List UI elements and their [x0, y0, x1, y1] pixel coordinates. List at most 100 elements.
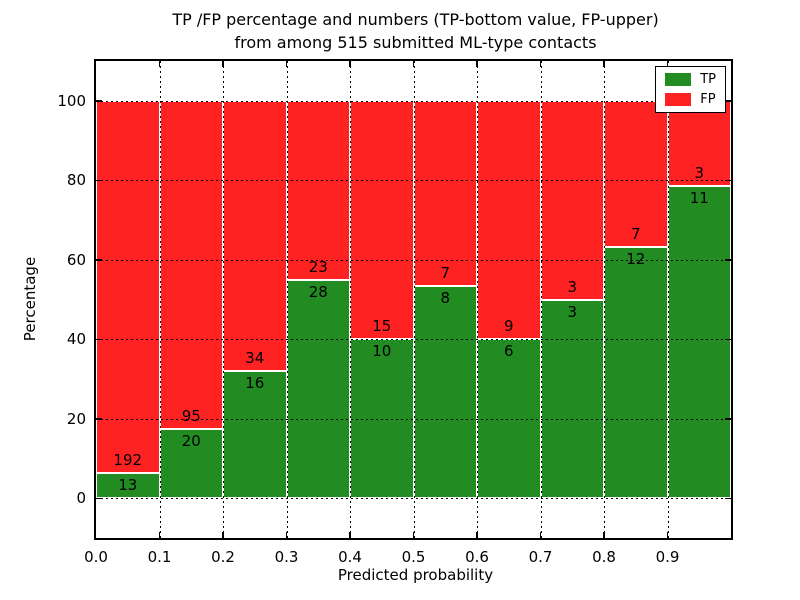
x-gridline — [667, 61, 669, 538]
bar-tp-count-label: 12 — [626, 250, 646, 269]
x-gridline — [159, 61, 161, 538]
y-tick-mark — [725, 100, 731, 102]
x-tick-mark — [603, 61, 605, 67]
legend-label-fp: FP — [700, 92, 716, 107]
bar-fp-count-label: 7 — [630, 225, 641, 244]
bar-tp-count-label: 6 — [503, 342, 514, 361]
x-tick-label: 0.2 — [211, 548, 235, 566]
x-tick-mark — [349, 61, 351, 67]
legend: TP FP — [655, 66, 726, 113]
y-tick-label: 40 — [66, 330, 86, 349]
y-tick-label: 60 — [66, 250, 86, 269]
bar-tp-segment — [96, 473, 160, 499]
x-gridline — [604, 61, 605, 538]
legend-label-tp: TP — [700, 72, 716, 87]
x-tick-mark — [285, 532, 288, 538]
x-tick-mark — [539, 61, 542, 67]
bar-fp-segment — [223, 100, 287, 372]
x-gridline — [413, 61, 415, 538]
x-tick-mark — [285, 61, 288, 67]
x-tick-label: 0.9 — [655, 548, 680, 566]
x-tick-mark — [412, 61, 415, 67]
bar-tp-count-label: 10 — [372, 342, 392, 361]
bar-tp-count-label: 3 — [567, 302, 578, 321]
x-axis-label: Predicted probability — [337, 566, 494, 584]
bar-tp-segment — [286, 280, 350, 499]
bar-fp-count-label: 7 — [440, 264, 451, 283]
bar-tp-segment — [604, 247, 668, 499]
y-tick-mark — [725, 179, 731, 181]
x-tick-mark — [539, 532, 542, 538]
x-tick-label: 0.4 — [338, 548, 362, 566]
y-tick-mark — [96, 338, 102, 340]
x-tick-label: 0.7 — [528, 548, 553, 566]
legend-entry-tp: TP — [665, 73, 716, 86]
bar-fp-segment — [604, 100, 668, 248]
x-gridline — [350, 61, 351, 538]
bar-tp-segment — [413, 286, 477, 499]
y-tick-mark — [96, 100, 102, 102]
y-tick-mark — [725, 338, 731, 340]
y-tick-mark — [725, 259, 731, 261]
y-tick-label: 100 — [57, 91, 86, 110]
bar-fp-segment — [286, 100, 350, 280]
x-gridline — [286, 61, 288, 538]
x-tick-mark — [158, 532, 161, 538]
bar-fp-count-label: 3 — [694, 163, 705, 182]
bar-fp-count-label: 15 — [372, 317, 392, 336]
x-gridline — [540, 61, 542, 538]
x-tick-mark — [222, 532, 224, 538]
y-tick-mark — [96, 497, 102, 499]
x-tick-mark — [476, 61, 478, 67]
legend-swatch-tp-icon — [665, 73, 692, 86]
bar-fp-count-label: 9 — [503, 317, 514, 336]
bar-tp-count-label: 28 — [308, 283, 328, 301]
bar-fp-segment — [477, 100, 541, 340]
y-tick-label: 20 — [66, 409, 86, 428]
bar-fp-segment — [413, 100, 477, 287]
x-tick-mark — [222, 61, 224, 67]
y-tick-label: 80 — [66, 171, 86, 190]
x-tick-mark — [666, 532, 669, 538]
bar-fp-segment — [96, 100, 160, 474]
bar-tp-count-label: 8 — [440, 289, 451, 308]
y-tick-label: 0 — [76, 489, 86, 508]
plot-area: TP FP 192 13 95 20 34 16 23 28 15 10 7 8 9 6 3 3 7 12 3 11 — [94, 59, 733, 540]
y-tick-mark — [725, 497, 731, 499]
legend-entry-fp: FP — [665, 93, 716, 106]
bar-fp-count-label: 192 — [113, 451, 143, 470]
bar-fp-count-label: 3 — [567, 277, 578, 296]
bar-fp-count-label: 95 — [181, 407, 201, 426]
x-tick-mark — [666, 61, 669, 67]
x-tick-mark — [349, 532, 351, 538]
x-tick-label: 0.1 — [147, 548, 172, 566]
bar-fp-segment — [540, 100, 604, 300]
legend-swatch-fp-icon — [665, 93, 692, 106]
bar-fp-count-label: 23 — [308, 258, 328, 276]
bar-tp-segment — [159, 429, 223, 499]
bar-tp-count-label: 11 — [689, 188, 709, 207]
bar-fp-segment — [350, 100, 414, 340]
y-tick-mark — [96, 418, 102, 420]
y-tick-mark — [96, 179, 102, 181]
bar-tp-count-label: 20 — [181, 432, 201, 451]
bar-tp-segment — [667, 185, 731, 499]
x-tick-label: 0.0 — [84, 548, 108, 566]
x-tick-mark — [476, 532, 478, 538]
y-tick-mark — [96, 259, 102, 261]
x-tick-mark — [603, 532, 605, 538]
x-tick-label: 0.5 — [401, 548, 426, 566]
bar-fp-segment — [159, 100, 223, 430]
x-gridline — [477, 61, 478, 538]
bar-tp-segment — [540, 299, 604, 499]
bar-tp-count-label: 13 — [118, 476, 138, 495]
x-tick-mark — [158, 61, 161, 67]
bar-fp-count-label: 34 — [245, 349, 265, 368]
y-tick-mark — [725, 418, 731, 420]
x-tick-mark — [412, 532, 415, 538]
x-tick-label: 0.6 — [465, 548, 489, 566]
chart-title-line1: TP /FP percentage and numbers (TP-bottom… — [172, 10, 659, 29]
x-gridline — [223, 61, 224, 538]
x-tick-label: 0.8 — [592, 548, 616, 566]
